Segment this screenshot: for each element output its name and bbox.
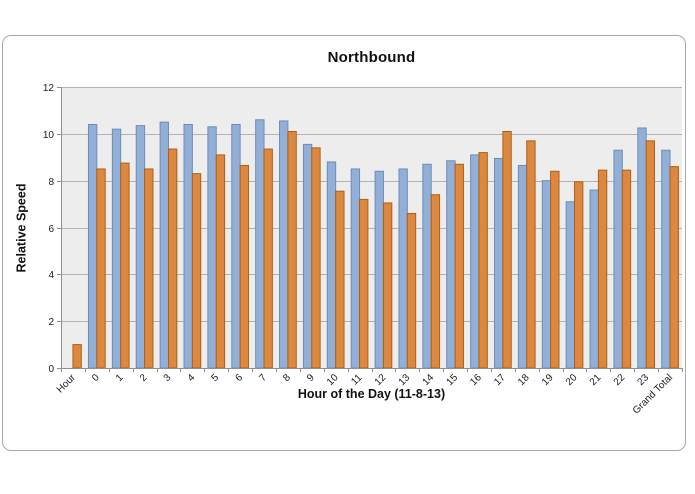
y-tick-label: 6 [48, 224, 54, 235]
x-axis-title: Hour of the Day (11-8-13) [297, 387, 446, 401]
x-tick-label: 23 [635, 372, 651, 388]
bar-orange [454, 163, 464, 369]
plot-background [61, 87, 682, 368]
bar-blue [661, 149, 671, 369]
bar-blue [255, 119, 265, 369]
bar-orange [382, 202, 393, 369]
y-tick-label: 4 [48, 270, 54, 281]
bar-orange [430, 194, 441, 369]
x-tick-label: 0 [90, 372, 102, 384]
x-tick-label: 2 [138, 372, 150, 384]
bar-orange [550, 170, 560, 369]
x-tick-label: 20 [564, 372, 580, 388]
x-tick-label: 3 [162, 372, 174, 384]
bar-blue [231, 123, 241, 369]
bar-orange [335, 190, 345, 369]
bar-blue [541, 180, 552, 369]
bar-orange [645, 140, 656, 369]
x-tick-label: 7 [257, 372, 269, 384]
bar-orange [669, 166, 679, 369]
bar-blue [470, 154, 480, 369]
x-tick-label: 5 [210, 372, 222, 384]
x-tick-label: 1 [114, 372, 126, 384]
bar-orange [96, 168, 106, 369]
bar-orange [502, 130, 512, 369]
bar-orange [621, 169, 632, 369]
bar-blue [446, 160, 456, 369]
bar-blue [637, 127, 647, 369]
bar-blue [565, 201, 576, 369]
bar-blue [87, 123, 98, 369]
x-tick-label: 14 [421, 372, 437, 388]
x-tick-label: 6 [233, 372, 245, 384]
bar-blue [183, 123, 193, 369]
bar-orange [239, 164, 249, 369]
x-tick-label: 18 [516, 372, 532, 388]
y-tick-label: 8 [48, 177, 54, 188]
bar-blue [135, 125, 146, 369]
x-tick-label: 4 [186, 372, 198, 384]
bar-orange [144, 168, 154, 369]
x-tick-label: 19 [540, 372, 556, 388]
bar-blue [398, 168, 408, 369]
bar-orange [287, 130, 297, 369]
x-tick-label: 11 [349, 372, 364, 387]
bar-orange [526, 140, 536, 369]
bar-blue [374, 170, 384, 369]
bar-blue [350, 168, 361, 369]
bar-blue [207, 126, 217, 369]
bar-orange [263, 148, 273, 369]
bar-orange [311, 147, 321, 369]
bar-blue [422, 163, 432, 369]
chart-title: Northbound [327, 49, 416, 66]
bar-blue [326, 161, 337, 369]
bar-orange [167, 148, 178, 369]
chart-frame: Northbound Relative Speed Hour of the Da… [2, 35, 686, 451]
y-tick-label: 0 [48, 364, 54, 375]
x-tick-label: 16 [468, 372, 484, 388]
bar-blue [494, 157, 504, 369]
x-tick-label: 17 [492, 372, 508, 388]
y-tick-label: 2 [48, 317, 54, 328]
x-tick-label: 9 [305, 372, 317, 384]
bar-orange [120, 162, 130, 369]
bar-blue [279, 120, 289, 369]
bar-orange [215, 154, 226, 369]
x-tick-label: 13 [397, 372, 413, 388]
bar-orange [191, 173, 202, 369]
bar-orange [72, 344, 82, 369]
bar-orange [359, 198, 369, 369]
x-tick-label: 21 [588, 372, 604, 388]
bar-orange [406, 212, 417, 369]
x-tick-label: Hour [55, 372, 79, 396]
bar-orange [597, 169, 608, 369]
bar-blue [159, 121, 169, 369]
bar-orange [478, 152, 488, 369]
bar-blue [302, 143, 313, 369]
bar-blue [589, 189, 599, 369]
x-tick-label: 10 [325, 372, 341, 388]
bar-blue [613, 149, 623, 369]
y-tick-label: 12 [43, 83, 55, 94]
bar-orange [574, 181, 584, 369]
bar-blue [111, 128, 122, 369]
x-tick-label: 15 [444, 372, 460, 388]
bar-blue [517, 164, 528, 369]
y-tick-label: 10 [43, 130, 55, 141]
x-tick-label: 8 [281, 372, 293, 384]
x-tick-label: 22 [612, 372, 628, 388]
x-tick-label: 12 [373, 372, 389, 388]
